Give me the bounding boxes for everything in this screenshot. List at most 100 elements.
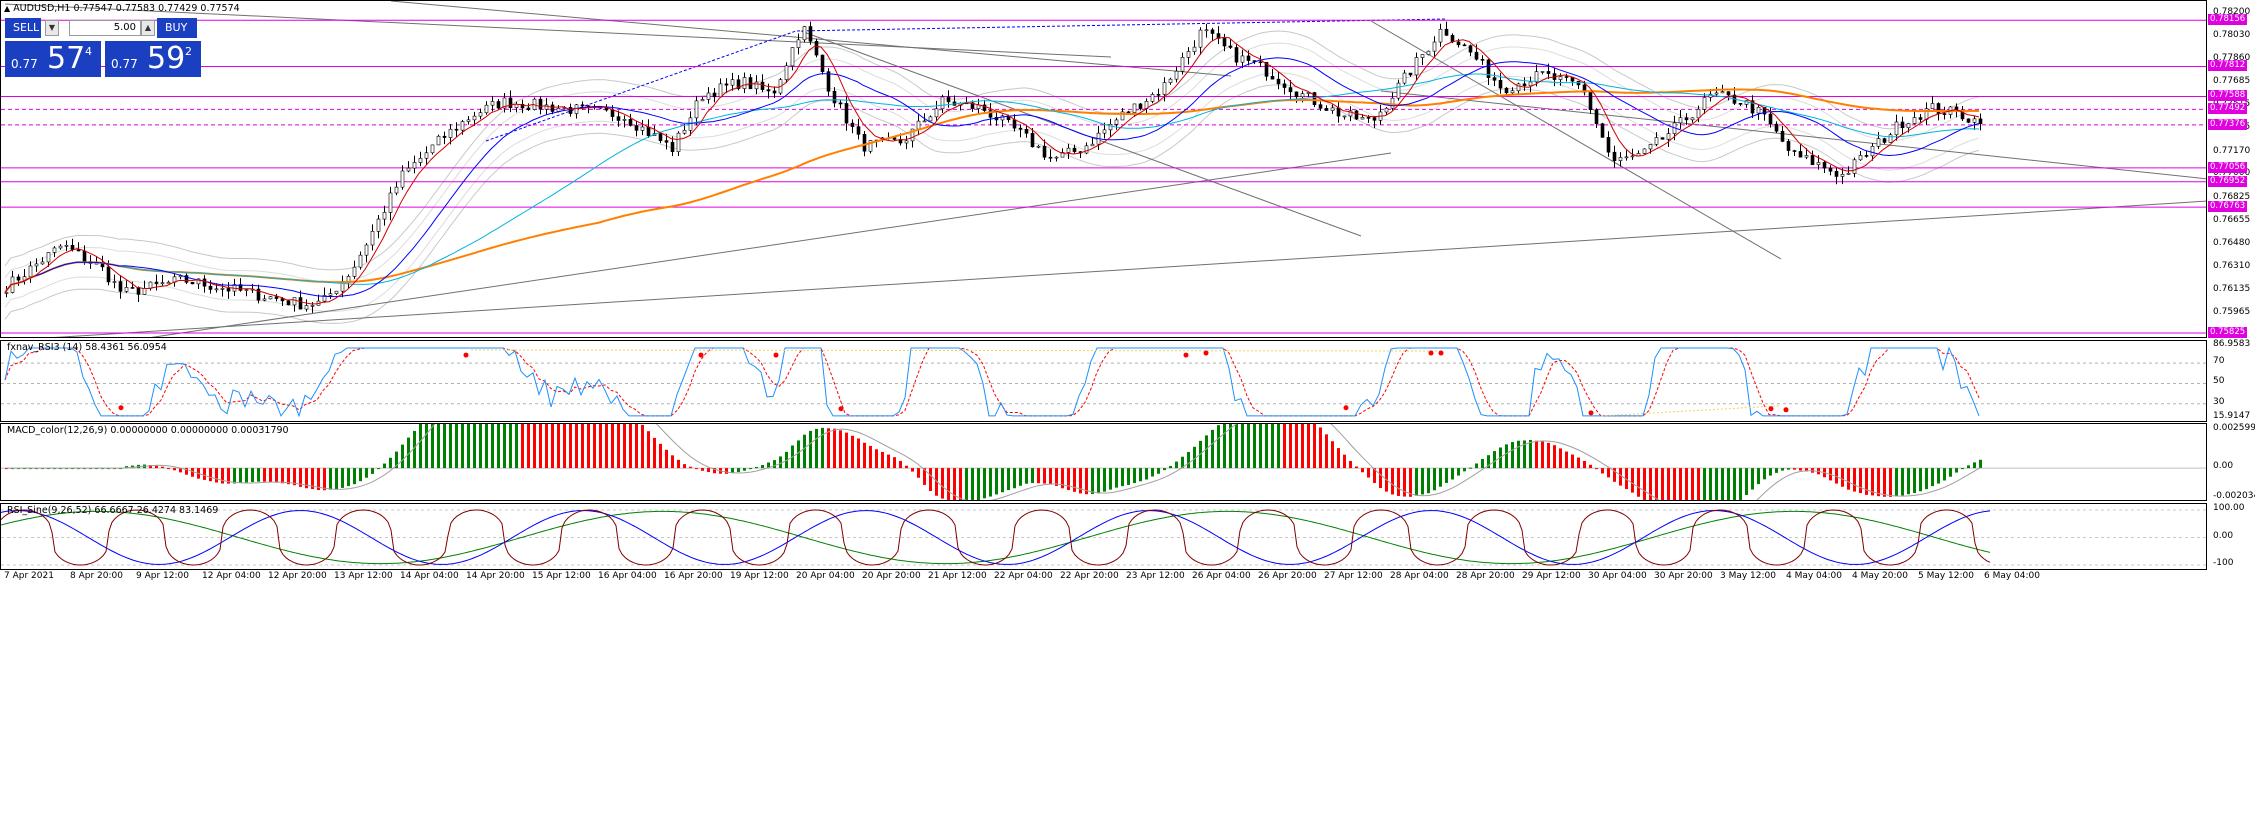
sell-button[interactable]: SELL xyxy=(5,18,41,38)
macd-histogram-bar xyxy=(1805,468,1808,472)
macd-histogram-bar xyxy=(245,468,248,483)
candle-body xyxy=(364,244,369,256)
candle-body xyxy=(322,295,327,302)
macd-histogram-bar xyxy=(53,468,56,470)
macd-histogram-bar xyxy=(221,468,224,484)
time-tick-label: 23 Apr 12:00 xyxy=(1126,571,1185,581)
macd-histogram-bar xyxy=(671,455,674,469)
candle-body xyxy=(1234,47,1239,63)
buy-price-box[interactable]: 0.77 59 2 xyxy=(105,41,201,77)
macd-histogram-bar xyxy=(1007,468,1010,491)
candle-body xyxy=(376,218,381,232)
macd-histogram-bar xyxy=(1619,468,1622,486)
time-tick-label: 15 Apr 12:00 xyxy=(532,571,591,581)
macd-histogram-bar xyxy=(863,442,866,469)
lot-decrease-button[interactable]: ▼ xyxy=(45,20,59,36)
macd-histogram-bar xyxy=(935,468,938,496)
candle-body xyxy=(1000,115,1005,121)
bollinger-mid-upper-line xyxy=(4,42,1980,283)
macd-histogram-bar xyxy=(1919,468,1922,492)
macd-histogram-bar xyxy=(1457,468,1460,476)
macd-histogram-bar xyxy=(1979,459,1982,469)
rsi-pivot-dot xyxy=(1768,406,1774,412)
macd-histogram-bar xyxy=(797,440,800,469)
rsi-tick-label: 70 xyxy=(2213,356,2225,367)
candle-body xyxy=(1564,76,1569,78)
candle-body xyxy=(676,132,681,153)
rsi-signal-line xyxy=(4,347,1980,417)
candle-body xyxy=(1120,111,1125,121)
macd-histogram-bar xyxy=(437,424,440,469)
candle-body xyxy=(838,102,843,105)
lot-increase-button[interactable]: ▲ xyxy=(141,20,155,36)
macd-histogram-bar xyxy=(1577,457,1580,469)
candle-body xyxy=(1318,104,1323,109)
candle-body xyxy=(1462,44,1467,47)
macd-histogram-bar xyxy=(1781,468,1784,471)
trend-line-1 xyxy=(54,200,2206,337)
macd-histogram-bar xyxy=(443,424,446,469)
candle-body xyxy=(406,167,411,172)
macd-histogram-bar xyxy=(329,468,332,490)
candle-body xyxy=(1822,162,1827,169)
candle-body xyxy=(196,278,201,285)
macd-histogram-bar xyxy=(983,468,986,499)
price-chart xyxy=(1,1,2206,337)
macd-histogram-bar xyxy=(89,468,92,470)
candle-body xyxy=(826,71,831,92)
macd-histogram-bar xyxy=(227,468,230,484)
candle-body xyxy=(934,108,939,118)
macd-histogram-bar xyxy=(113,468,116,470)
macd-pane[interactable]: MACD_color(12,26,9) 0.00000000 0.0000000… xyxy=(0,423,2207,501)
macd-histogram-bar xyxy=(875,449,878,469)
candle-body xyxy=(130,287,135,289)
price-level-label: 0.77812 xyxy=(2208,60,2248,72)
candle-body xyxy=(1534,71,1539,83)
macd-histogram-bar xyxy=(623,424,626,469)
candle-body xyxy=(46,252,51,263)
candle-body xyxy=(1438,28,1443,43)
candle-body xyxy=(1360,117,1365,120)
candle-body xyxy=(304,305,309,310)
candle-body xyxy=(1846,172,1851,175)
rsi-chart xyxy=(1,346,2206,418)
macd-histogram-bar xyxy=(257,468,260,482)
macd-histogram-bar xyxy=(1139,468,1142,482)
candle-body xyxy=(1918,117,1923,120)
macd-histogram-bar xyxy=(1763,468,1766,480)
rsi-sine-pane[interactable]: RSI_Sine(9,26,52) 66.6667 26.4274 83.146… xyxy=(0,503,2207,570)
buy-button[interactable]: BUY xyxy=(157,18,197,38)
candle-body xyxy=(634,125,639,131)
lot-size-input[interactable]: 5.00 xyxy=(69,20,141,36)
macd-histogram-bar xyxy=(1253,424,1256,469)
sell-price-box[interactable]: 0.77 57 4 xyxy=(5,41,101,77)
candle-body xyxy=(1786,141,1791,151)
candle-body xyxy=(1624,156,1629,159)
macd-histogram-bar xyxy=(1091,468,1094,495)
candle-body xyxy=(1138,103,1143,109)
macd-histogram-bar xyxy=(833,428,836,469)
macd-histogram-bar xyxy=(275,468,278,483)
candle-body xyxy=(790,47,795,67)
macd-histogram-bar xyxy=(1745,468,1748,495)
candle-body xyxy=(1456,41,1461,46)
price-chart-pane[interactable]: ▲ AUDUSD,H1 0.77547 0.77583 0.77429 0.77… xyxy=(0,0,2207,338)
macd-histogram-bar xyxy=(605,424,608,469)
price-tick-label: 0.77000 xyxy=(2213,168,2251,179)
macd-histogram-bar xyxy=(899,460,902,469)
candle-body xyxy=(1204,29,1209,32)
macd-histogram-bar xyxy=(533,424,536,469)
macd-histogram-bar xyxy=(749,468,752,470)
rsi-pane[interactable]: fxnav_RSI3 (14) 58.4361 56.0954 xyxy=(0,340,2207,422)
candle-body xyxy=(1012,119,1017,129)
candle-body xyxy=(682,129,687,134)
rsi-pivot-dot xyxy=(1203,350,1209,356)
candle-body xyxy=(1432,41,1437,52)
candle-body xyxy=(292,297,297,306)
price-level-label: 0.77376 xyxy=(2208,118,2248,130)
candle-body xyxy=(1810,155,1815,166)
rsi-sine-tick-label: 0.00 xyxy=(2213,530,2234,541)
candle-body xyxy=(1888,134,1893,143)
candle-body xyxy=(1876,138,1881,147)
macd-histogram-bar xyxy=(683,464,686,469)
